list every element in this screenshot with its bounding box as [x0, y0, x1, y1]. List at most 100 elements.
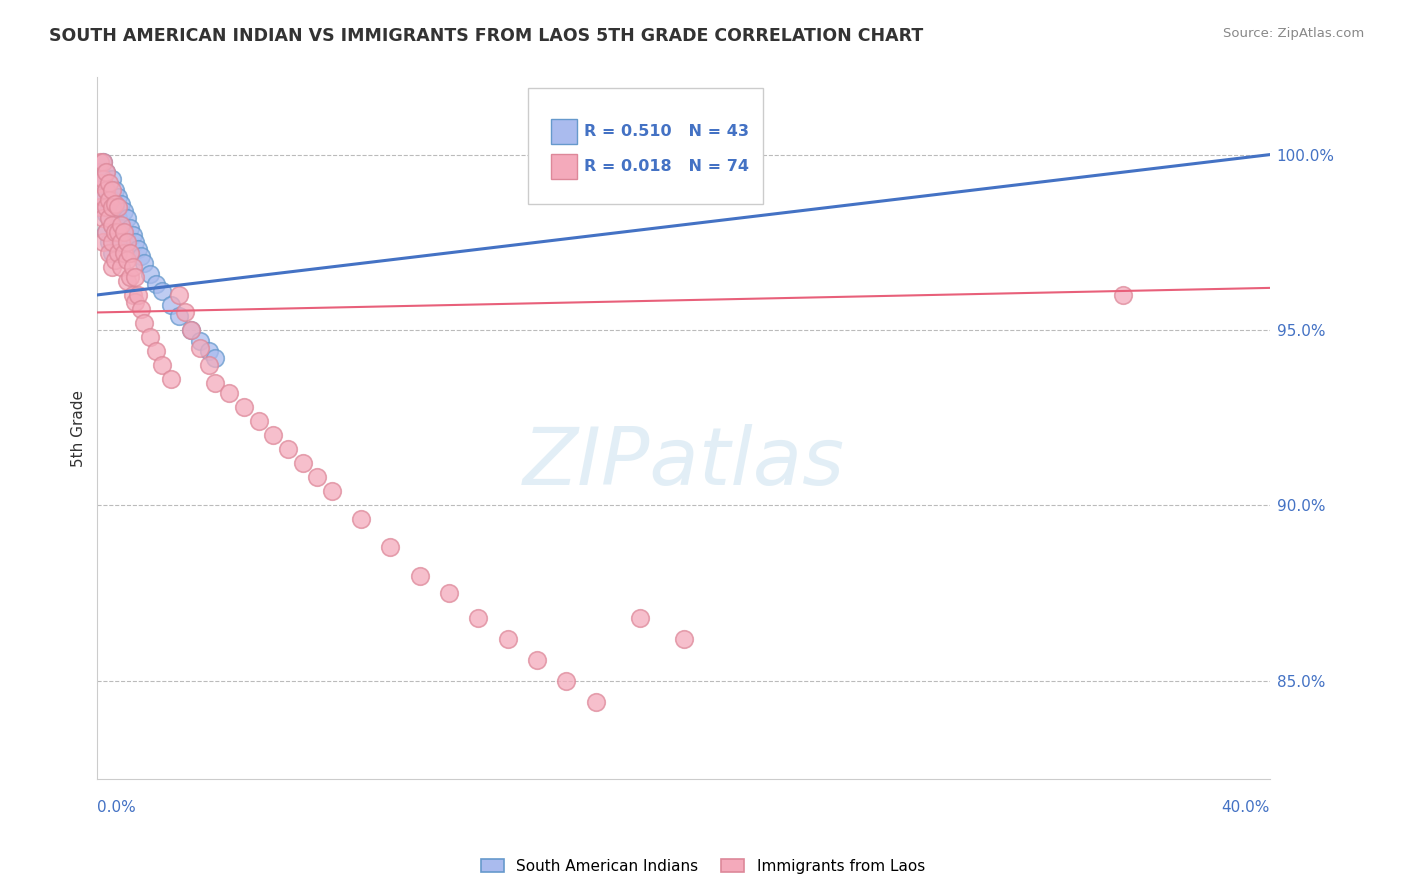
- Point: [204, 351, 226, 365]
- Point: [321, 484, 343, 499]
- FancyBboxPatch shape: [551, 119, 576, 145]
- Point: [101, 245, 124, 260]
- Point: [98, 193, 121, 207]
- Point: [94, 225, 117, 239]
- Point: [112, 245, 135, 260]
- Point: [94, 165, 117, 179]
- Point: [127, 288, 149, 302]
- Point: [115, 235, 138, 250]
- Point: [585, 695, 607, 709]
- Point: [94, 225, 117, 239]
- Point: [107, 245, 129, 260]
- Point: [115, 252, 138, 267]
- Point: [628, 610, 651, 624]
- Point: [101, 193, 124, 207]
- Point: [115, 211, 138, 225]
- Point: [121, 288, 143, 302]
- Point: [437, 586, 460, 600]
- Point: [159, 298, 181, 312]
- Point: [555, 673, 578, 688]
- Point: [110, 218, 132, 232]
- Text: ZIPatlas: ZIPatlas: [523, 425, 845, 502]
- Point: [496, 632, 519, 646]
- Point: [94, 165, 117, 179]
- Point: [188, 334, 211, 348]
- Point: [277, 442, 299, 457]
- Point: [104, 183, 127, 197]
- Point: [159, 372, 181, 386]
- Point: [124, 235, 146, 250]
- Point: [307, 470, 329, 484]
- Point: [180, 323, 202, 337]
- Point: [526, 653, 548, 667]
- Point: [169, 288, 191, 302]
- Point: [409, 568, 432, 582]
- Point: [101, 218, 124, 232]
- Point: [89, 190, 111, 204]
- Point: [145, 344, 167, 359]
- Point: [174, 305, 197, 319]
- FancyBboxPatch shape: [551, 154, 576, 179]
- Point: [467, 610, 489, 624]
- Point: [89, 176, 111, 190]
- Point: [94, 183, 117, 197]
- Point: [118, 221, 141, 235]
- Point: [115, 274, 138, 288]
- Point: [350, 512, 373, 526]
- Point: [197, 358, 219, 372]
- Point: [107, 211, 129, 225]
- Text: SOUTH AMERICAN INDIAN VS IMMIGRANTS FROM LAOS 5TH GRADE CORRELATION CHART: SOUTH AMERICAN INDIAN VS IMMIGRANTS FROM…: [49, 27, 924, 45]
- Point: [107, 190, 129, 204]
- Point: [110, 221, 132, 235]
- Point: [110, 260, 132, 274]
- Point: [291, 456, 314, 470]
- Point: [262, 428, 284, 442]
- Point: [134, 316, 156, 330]
- Text: R = 0.018   N = 74: R = 0.018 N = 74: [583, 159, 749, 174]
- Point: [134, 256, 156, 270]
- Point: [89, 154, 111, 169]
- Point: [91, 154, 114, 169]
- Point: [107, 225, 129, 239]
- Point: [118, 245, 141, 260]
- Point: [98, 245, 121, 260]
- Point: [94, 200, 117, 214]
- Point: [218, 386, 240, 401]
- Point: [91, 211, 114, 225]
- Point: [107, 200, 129, 214]
- Point: [124, 270, 146, 285]
- Point: [131, 301, 153, 316]
- Point: [101, 183, 124, 197]
- Text: 0.0%: 0.0%: [97, 800, 136, 815]
- Point: [101, 172, 124, 186]
- Point: [145, 277, 167, 292]
- Point: [98, 190, 121, 204]
- Text: Source: ZipAtlas.com: Source: ZipAtlas.com: [1223, 27, 1364, 40]
- Point: [112, 228, 135, 243]
- Point: [91, 200, 114, 214]
- Point: [104, 252, 127, 267]
- Point: [150, 285, 173, 299]
- Point: [101, 200, 124, 214]
- Point: [89, 200, 111, 214]
- Point: [104, 200, 127, 214]
- Point: [672, 632, 695, 646]
- Point: [94, 207, 117, 221]
- Point: [98, 235, 121, 250]
- Y-axis label: 5th Grade: 5th Grade: [72, 390, 86, 467]
- Point: [101, 260, 124, 274]
- Point: [104, 196, 127, 211]
- Point: [91, 235, 114, 250]
- Legend: South American Indians, Immigrants from Laos: South American Indians, Immigrants from …: [475, 853, 931, 880]
- Point: [197, 344, 219, 359]
- Point: [98, 176, 121, 190]
- Point: [115, 235, 138, 250]
- FancyBboxPatch shape: [529, 88, 762, 203]
- Point: [98, 211, 121, 225]
- Point: [89, 165, 111, 179]
- Point: [1112, 288, 1135, 302]
- Text: 40.0%: 40.0%: [1222, 800, 1270, 815]
- Point: [150, 358, 173, 372]
- Point: [139, 330, 162, 344]
- Point: [180, 323, 202, 337]
